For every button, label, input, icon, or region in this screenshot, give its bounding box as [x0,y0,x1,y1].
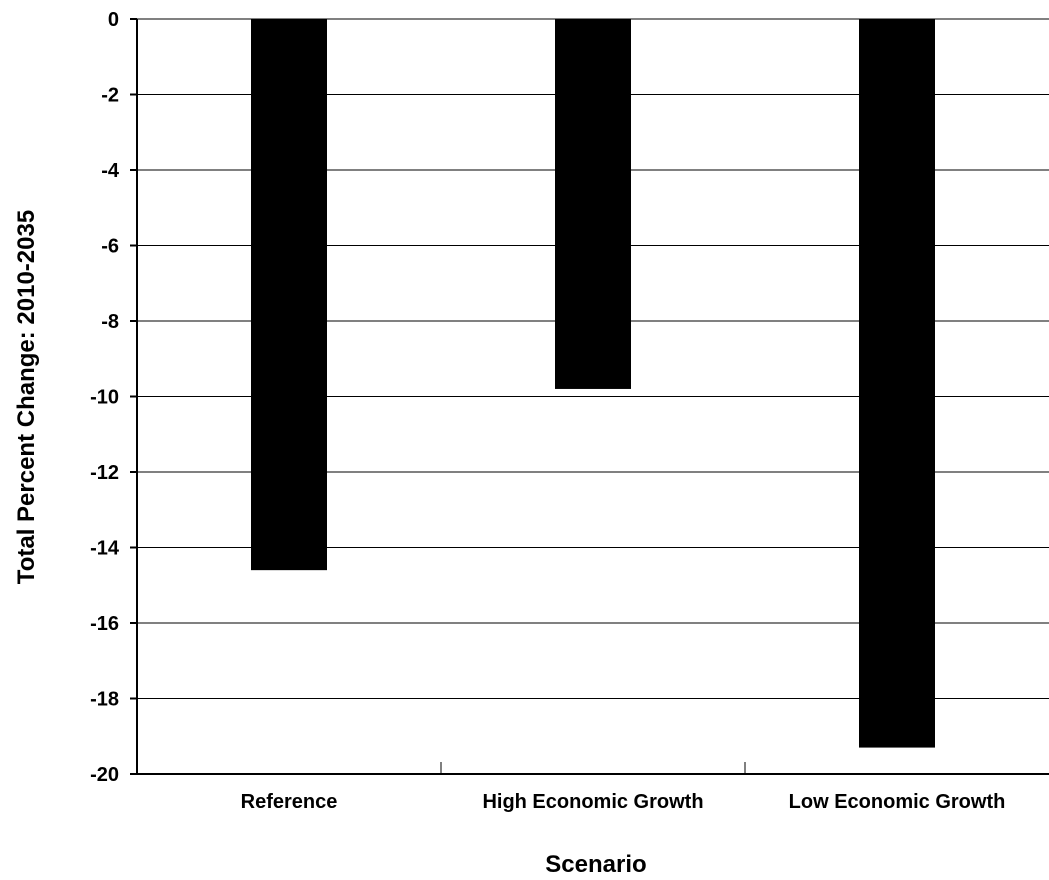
y-tick-label: -10 [90,387,119,409]
x-axis-title: Scenario [545,851,646,878]
y-tick-label: -4 [101,160,120,182]
y-tick-label: -8 [101,311,119,333]
y-tick-label: -16 [90,613,119,635]
bar-high-economic-growth [555,19,631,389]
y-tick-label: 0 [108,9,119,31]
axes [130,18,1049,775]
bars [251,19,935,748]
y-axis-title: Total Percent Change: 2010-2035 [13,210,40,584]
x-tick-label: Low Economic Growth [789,791,1006,813]
bar-low-economic-growth [859,19,935,748]
x-tick-label: Reference [241,791,338,813]
y-tick-label: -20 [90,764,119,786]
y-tick-label: -6 [101,236,119,258]
bar-reference [251,19,327,571]
y-tick-label: -2 [101,85,119,107]
y-tick-label: -18 [90,689,119,711]
y-tick-labels: 0 -2 -4 -6 -8 -10 -12 -14 -16 -18 -20 [90,9,120,786]
y-tick-label: -14 [90,538,120,560]
x-tick-labels: Reference High Economic Growth Low Economi… [241,791,1006,813]
y-tick-label: -12 [90,462,119,484]
x-tick-label: High Economic Growth [482,791,703,813]
